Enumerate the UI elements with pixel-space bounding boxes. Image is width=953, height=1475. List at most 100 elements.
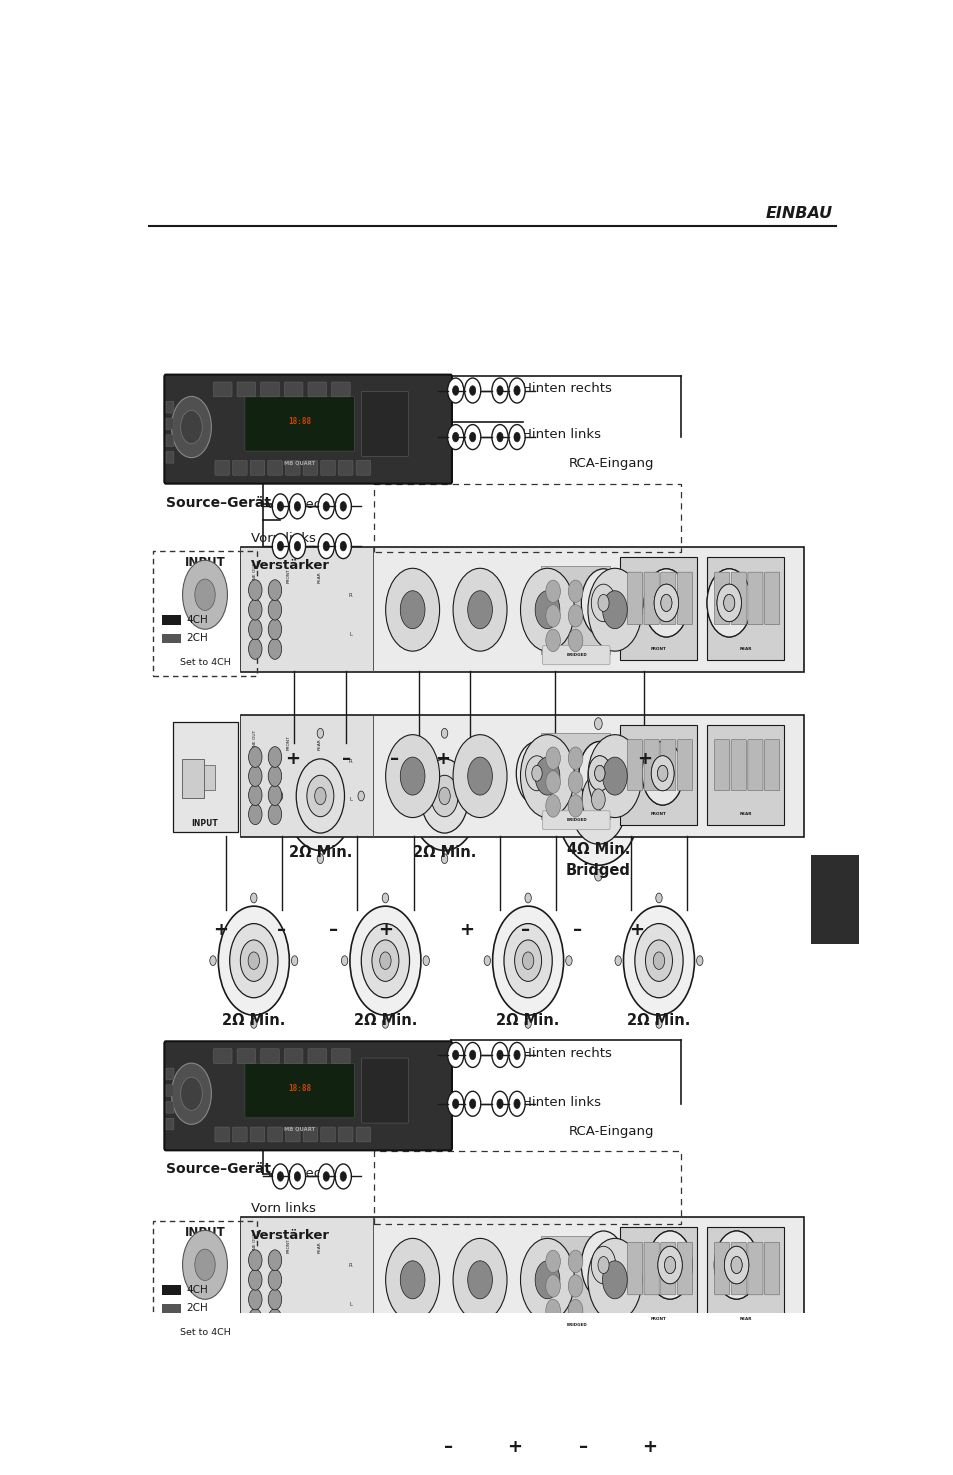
Circle shape <box>240 940 267 981</box>
FancyBboxPatch shape <box>542 811 609 829</box>
Circle shape <box>588 755 611 791</box>
FancyBboxPatch shape <box>643 1242 659 1295</box>
Circle shape <box>268 639 281 659</box>
FancyBboxPatch shape <box>237 382 255 397</box>
FancyBboxPatch shape <box>361 391 408 456</box>
Circle shape <box>588 755 611 791</box>
Circle shape <box>382 892 388 903</box>
Circle shape <box>522 951 534 969</box>
Bar <box>810 855 858 944</box>
Text: 4CH: 4CH <box>187 615 208 625</box>
Circle shape <box>591 584 615 621</box>
Circle shape <box>657 766 667 782</box>
Circle shape <box>453 1239 506 1322</box>
Circle shape <box>508 425 524 450</box>
Circle shape <box>277 1171 283 1181</box>
FancyBboxPatch shape <box>166 451 173 463</box>
FancyBboxPatch shape <box>308 382 326 397</box>
Circle shape <box>467 757 492 795</box>
Circle shape <box>296 760 344 833</box>
FancyBboxPatch shape <box>540 733 609 819</box>
Text: FRONT: FRONT <box>650 813 665 816</box>
Circle shape <box>441 729 447 738</box>
Circle shape <box>385 1239 439 1322</box>
FancyBboxPatch shape <box>338 1127 353 1142</box>
Circle shape <box>251 1018 256 1028</box>
FancyBboxPatch shape <box>250 1127 265 1142</box>
Circle shape <box>602 590 627 628</box>
Text: R: R <box>349 760 353 764</box>
Circle shape <box>535 590 559 628</box>
Circle shape <box>316 854 323 863</box>
Circle shape <box>251 892 256 903</box>
Text: 2Ω Min.: 2Ω Min. <box>222 1013 285 1028</box>
FancyBboxPatch shape <box>332 382 350 397</box>
Circle shape <box>276 791 282 801</box>
Circle shape <box>658 1246 681 1283</box>
FancyBboxPatch shape <box>166 417 173 429</box>
Text: +: + <box>642 1438 657 1456</box>
FancyBboxPatch shape <box>361 1058 408 1122</box>
FancyBboxPatch shape <box>338 460 353 475</box>
Circle shape <box>341 956 348 966</box>
Circle shape <box>268 1289 281 1310</box>
Circle shape <box>268 1270 281 1291</box>
Circle shape <box>268 620 281 640</box>
FancyBboxPatch shape <box>730 572 745 625</box>
Circle shape <box>591 1246 615 1283</box>
Circle shape <box>422 956 429 966</box>
Circle shape <box>409 742 479 851</box>
Circle shape <box>249 1289 262 1310</box>
Circle shape <box>452 386 458 395</box>
FancyBboxPatch shape <box>355 460 371 475</box>
Circle shape <box>289 534 305 559</box>
FancyBboxPatch shape <box>213 382 232 397</box>
Text: FRONT: FRONT <box>650 646 665 650</box>
FancyBboxPatch shape <box>233 460 247 475</box>
Text: LINE OUT: LINE OUT <box>253 562 257 583</box>
Text: FRONT: FRONT <box>287 735 291 749</box>
Circle shape <box>717 584 740 621</box>
Circle shape <box>317 534 335 559</box>
Circle shape <box>230 923 277 997</box>
Text: FRONT: FRONT <box>650 1317 665 1320</box>
Circle shape <box>508 378 524 403</box>
Circle shape <box>545 771 559 794</box>
Circle shape <box>400 1261 424 1299</box>
Bar <box>162 615 180 625</box>
Circle shape <box>568 580 582 603</box>
FancyBboxPatch shape <box>164 375 452 484</box>
Circle shape <box>492 1092 508 1117</box>
Circle shape <box>249 620 262 640</box>
FancyBboxPatch shape <box>284 1049 303 1063</box>
Text: BRIDGED: BRIDGED <box>566 819 586 822</box>
FancyBboxPatch shape <box>619 1227 697 1330</box>
Text: +: + <box>285 749 300 767</box>
FancyBboxPatch shape <box>285 460 300 475</box>
Circle shape <box>492 425 508 450</box>
Circle shape <box>382 1018 388 1028</box>
Circle shape <box>180 1077 202 1111</box>
FancyBboxPatch shape <box>260 1049 279 1063</box>
Circle shape <box>617 1468 629 1475</box>
FancyBboxPatch shape <box>240 1217 803 1342</box>
Circle shape <box>608 1454 638 1475</box>
Text: –: – <box>443 1438 453 1456</box>
Circle shape <box>660 594 671 612</box>
FancyBboxPatch shape <box>245 397 355 451</box>
Circle shape <box>514 1099 519 1109</box>
Circle shape <box>497 1050 502 1059</box>
Circle shape <box>723 594 734 612</box>
Circle shape <box>249 766 262 786</box>
FancyBboxPatch shape <box>706 724 783 825</box>
Circle shape <box>664 1257 675 1273</box>
Circle shape <box>576 1472 582 1475</box>
Circle shape <box>438 788 450 805</box>
FancyBboxPatch shape <box>627 572 641 625</box>
Circle shape <box>464 1043 480 1068</box>
Circle shape <box>545 1299 559 1322</box>
Circle shape <box>514 940 541 981</box>
Circle shape <box>545 1251 559 1273</box>
Bar <box>162 1304 180 1313</box>
Circle shape <box>249 580 262 600</box>
